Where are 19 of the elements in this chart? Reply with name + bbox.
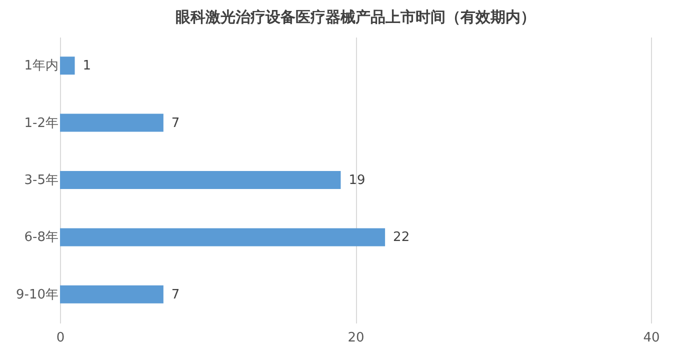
x-tick-label: 0 [56, 330, 65, 346]
y-tick-label: 9-10年 [16, 287, 58, 302]
bar [60, 56, 75, 75]
data-label: 22 [393, 230, 410, 246]
y-tick-label: 1-2年 [24, 116, 58, 131]
data-label: 1 [82, 58, 92, 74]
chart-title: 眼科激光治疗设备医疗器械产品上市时间（有效期内） [176, 8, 536, 26]
data-label: 7 [171, 287, 180, 302]
x-tick-label: 20 [348, 330, 364, 346]
data-label: 7 [171, 116, 180, 131]
bar [60, 285, 164, 304]
bar [60, 228, 386, 246]
bar [60, 171, 341, 189]
x-tick-label: 40 [643, 330, 660, 346]
bar [60, 114, 164, 132]
y-tick-label: 1年内 [24, 58, 58, 74]
y-tick-label: 6-8年 [24, 230, 58, 246]
data-label: 19 [348, 173, 366, 188]
y-tick-label: 3-5年 [24, 173, 58, 188]
